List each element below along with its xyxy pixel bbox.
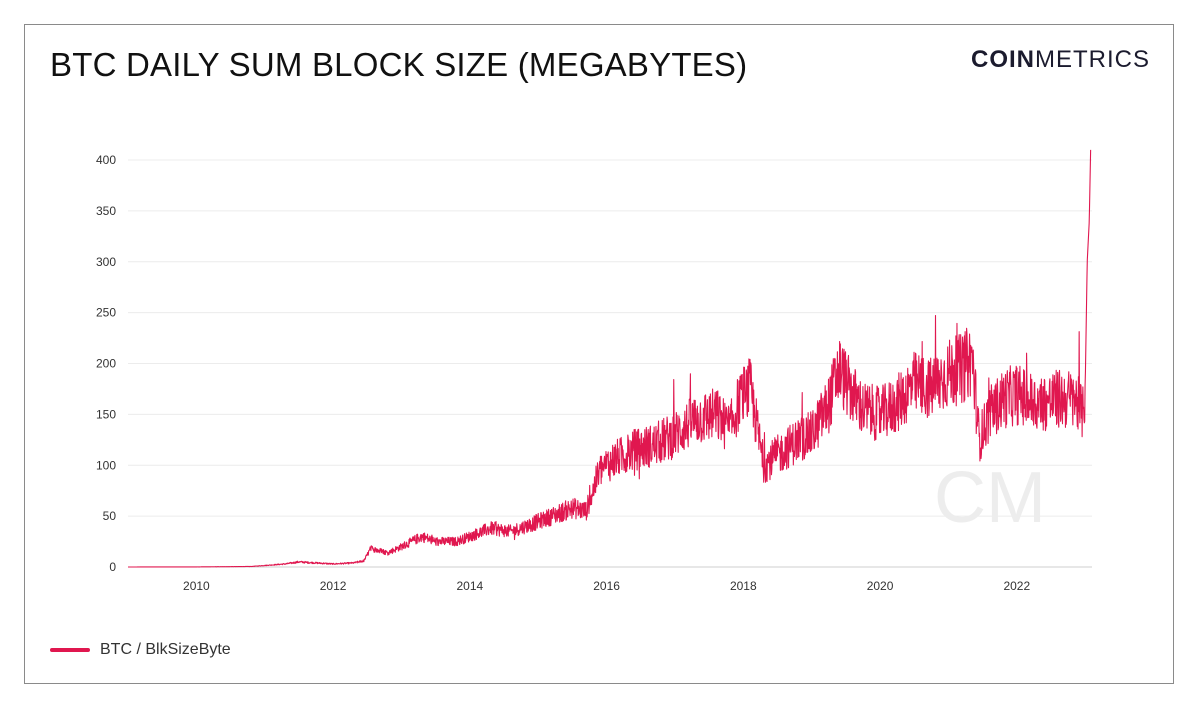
y-tick-label: 300: [96, 255, 116, 269]
y-tick-label: 50: [103, 509, 117, 523]
x-tick-label: 2022: [1003, 579, 1030, 593]
x-tick-label: 2012: [320, 579, 347, 593]
series-line-btc-blksizebyte: [127, 149, 1092, 568]
chart-title: BTC DAILY SUM BLOCK SIZE (MEGABYTES): [50, 46, 748, 83]
coinmetrics-logo: COINMETRICS: [971, 46, 1150, 74]
x-tick-label: 2014: [456, 579, 483, 593]
series-layer: [127, 149, 1092, 568]
legend-swatch: [50, 648, 90, 652]
grid-layer: [128, 159, 1092, 568]
y-tick-label: 400: [96, 153, 116, 167]
legend[interactable]: BTC / BlkSizeByte: [50, 638, 231, 662]
y-tick-label: 350: [96, 204, 116, 218]
y-tick-label: 250: [96, 306, 116, 320]
axis-layer: 0 50 100 150 200 250 300 350 400 2010 2012 2014 2016…: [96, 153, 1030, 593]
x-tick-label: 2018: [730, 579, 757, 593]
x-tick-label: 2010: [183, 579, 210, 593]
x-tick-label: 2016: [593, 579, 620, 593]
legend-label: BTC / BlkSizeByte: [100, 641, 231, 658]
y-tick-label: 150: [96, 407, 116, 421]
watermark-logo: CM: [934, 458, 1046, 538]
y-tick-label: 0: [109, 560, 116, 574]
y-tick-label: 100: [96, 458, 116, 472]
x-tick-label: 2020: [867, 579, 894, 593]
logo-text-light: METRICS: [1035, 46, 1150, 73]
chart-frame: [24, 24, 1174, 684]
y-tick-label: 200: [96, 357, 116, 371]
logo-text-bold: COIN: [971, 46, 1035, 73]
